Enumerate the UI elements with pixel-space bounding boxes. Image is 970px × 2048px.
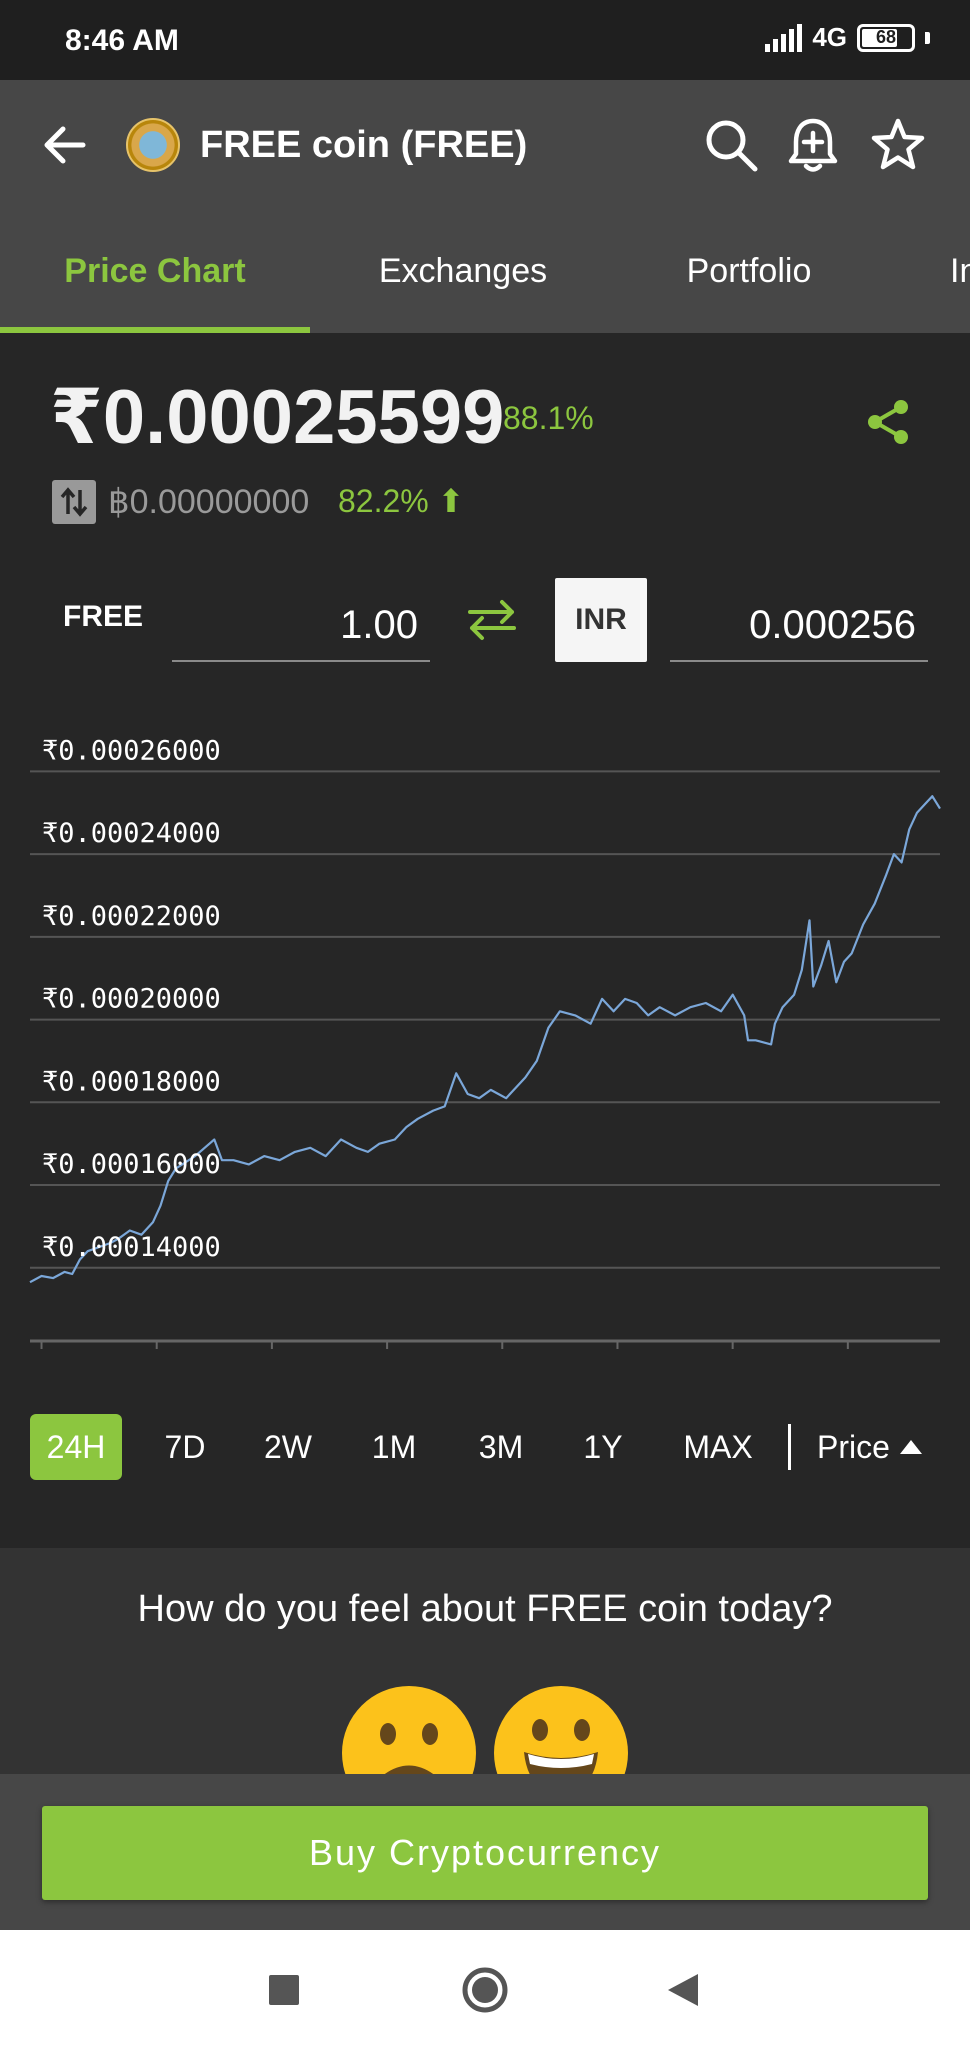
coin-logo xyxy=(126,118,180,172)
btc-change-value: 82.2% xyxy=(338,483,429,519)
page-title: FREE coin (FREE) xyxy=(200,124,528,166)
y-tick-label: ₹0.00022000 xyxy=(42,901,221,932)
sentiment-question: How do you feel about FREE coin today? xyxy=(137,1588,833,1630)
range-7d[interactable]: 7D xyxy=(164,1428,206,1465)
sad-face-icon xyxy=(380,1723,438,1774)
swap-unit-icon[interactable] xyxy=(52,480,96,524)
battery-level xyxy=(862,28,898,47)
system-nav-bar xyxy=(0,1930,970,2048)
recents-button[interactable] xyxy=(254,1960,314,2020)
search-icon xyxy=(706,120,758,172)
tab-bar: Price Chart Exchanges Portfolio In xyxy=(0,210,970,333)
price-toggle[interactable]: Price xyxy=(817,1414,922,1480)
back-arrow-icon xyxy=(44,126,86,164)
swap-button[interactable] xyxy=(462,590,522,650)
swap-arrows-icon xyxy=(468,600,516,640)
app-toolbar: FREE coin (FREE) xyxy=(0,80,970,210)
tab-portfolio[interactable]: Portfolio xyxy=(686,252,812,290)
range-1m[interactable]: 1M xyxy=(371,1428,417,1465)
y-tick-label: ₹0.00014000 xyxy=(42,1232,221,1263)
home-button[interactable] xyxy=(455,1960,515,2020)
price-toggle-label: Price xyxy=(817,1428,890,1465)
happy-face-icon xyxy=(524,1719,598,1774)
active-tab-indicator xyxy=(0,327,310,333)
range-divider xyxy=(788,1424,791,1470)
y-tick-label: ₹0.00020000 xyxy=(42,984,221,1015)
buy-cryptocurrency-button[interactable]: Buy Cryptocurrency xyxy=(42,1806,928,1900)
range-24h[interactable]: 24H xyxy=(30,1414,122,1480)
y-tick-label: ₹0.00024000 xyxy=(42,818,221,849)
caret-up-icon xyxy=(899,1440,922,1454)
y-tick-label: ₹0.00026000 xyxy=(42,735,221,766)
y-tick-label: ₹0.00018000 xyxy=(42,1066,221,1097)
battery-percent: 68 xyxy=(875,27,897,47)
from-symbol: FREE xyxy=(63,600,144,633)
range-max[interactable]: MAX xyxy=(683,1428,753,1465)
bell-plus-icon xyxy=(788,118,838,172)
buy-bar: Buy Cryptocurrency xyxy=(0,1774,970,1930)
happy-face-button[interactable] xyxy=(494,1686,628,1774)
recents-icon xyxy=(269,1975,299,2005)
arrow-up-icon: ⬆ xyxy=(437,483,465,519)
price-change: 88.1% xyxy=(503,400,594,436)
y-tick-label: ₹0.00016000 xyxy=(42,1149,221,1180)
price-alert-button[interactable] xyxy=(778,110,848,180)
range-2w[interactable]: 2W xyxy=(264,1428,312,1465)
share-icon xyxy=(868,400,908,444)
range-selector: 24H 7D 2W 1M 3M 1Y MAX Price xyxy=(0,1414,970,1480)
btc-change: 82.2% ⬆ xyxy=(338,482,464,520)
currency-select-button[interactable]: INR xyxy=(555,578,647,662)
arrows-up-down-icon xyxy=(60,487,88,517)
nav-back-button[interactable] xyxy=(653,1960,713,2020)
share-button[interactable] xyxy=(858,392,918,452)
from-amount-input[interactable] xyxy=(172,590,430,662)
status-bar: 8:46 AM 4G 68 xyxy=(0,0,970,80)
back-icon xyxy=(668,1974,698,2006)
status-time: 8:46 AM xyxy=(65,24,179,57)
status-indicators: 4G 68 xyxy=(765,22,930,53)
home-icon xyxy=(462,1967,508,2013)
range-1y[interactable]: 1Y xyxy=(583,1428,623,1465)
range-3m[interactable]: 3M xyxy=(478,1428,524,1465)
tab-price-chart[interactable]: Price Chart xyxy=(64,252,246,290)
signal-icon xyxy=(765,23,803,52)
network-type: 4G xyxy=(812,22,847,52)
favorite-button[interactable] xyxy=(863,110,933,180)
to-amount-input[interactable] xyxy=(670,590,928,662)
battery-icon: 68 xyxy=(857,23,915,52)
tab-more[interactable]: In xyxy=(950,252,970,290)
search-button[interactable] xyxy=(696,110,766,180)
btc-price: ฿0.00000000 xyxy=(108,483,310,521)
sentiment-section: How do you feel about FREE coin today? xyxy=(0,1548,970,1774)
star-icon xyxy=(871,118,925,170)
tab-exchanges[interactable]: Exchanges xyxy=(378,252,548,290)
back-button[interactable] xyxy=(30,110,100,180)
price-chart[interactable]: ₹0.00026000 ₹0.00024000 ₹0.00022000 ₹0.0002… xyxy=(0,730,970,1350)
current-price: ₹0.00025599 xyxy=(50,375,505,460)
price-series-line xyxy=(29,795,941,1284)
battery-cap xyxy=(925,31,930,44)
sad-face-button[interactable] xyxy=(342,1686,476,1774)
